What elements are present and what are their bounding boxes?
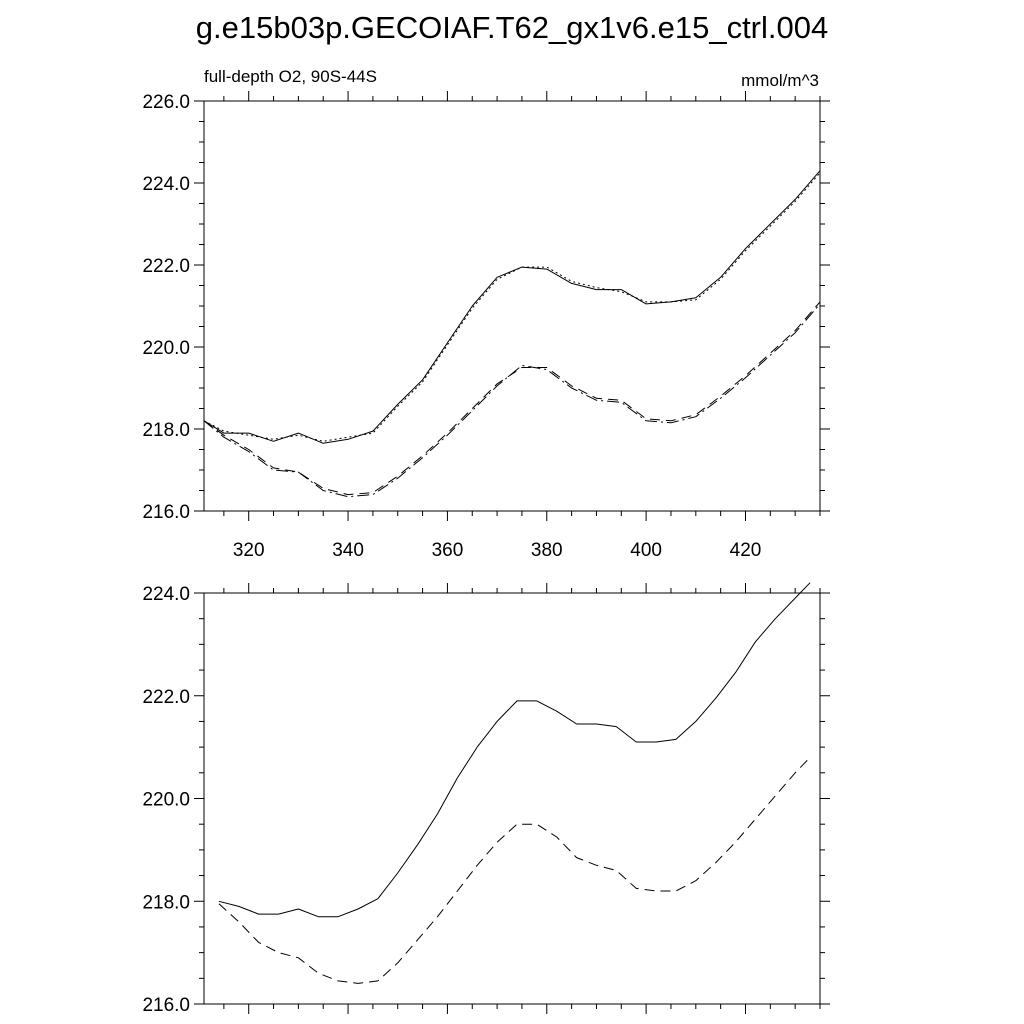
top-panel-y-tick-label: 224.0 [142, 174, 190, 195]
figure-title: g.e15b03p.GECOIAF.T62_gx1v6.e15_ctrl.004 [196, 10, 828, 45]
top-panel-y-tick-label: 220.0 [142, 338, 190, 359]
bottom-panel-y-tick-label: 224.0 [142, 584, 190, 605]
top-panel-frame [203, 100, 821, 512]
bottom-panel-series-dashed-line [218, 757, 811, 984]
top-panel-series-dashed-line [203, 301, 821, 496]
top-panel-x-tick-label: 340 [332, 540, 364, 561]
top-panel-x-tick-label: 360 [432, 540, 464, 561]
top-panel-x-tick-label: 320 [233, 540, 265, 561]
bottom-panel-tick-labels: 216.0 218.0 220.0 222.0 224.0 [142, 584, 190, 1016]
bottom-panel-frame [203, 592, 821, 1005]
top-panel-series-dotted-line [203, 172, 821, 442]
top-panel-tick-labels: 216.0 218.0 220.0 222.0 224.0 226.0 320 340 360 3… [142, 92, 761, 561]
top-panel-y-tick-label: 216.0 [142, 502, 190, 523]
top-panel-x-tick-label: 380 [531, 540, 563, 561]
bottom-panel-series [218, 582, 811, 984]
top-panel-series-solid-line [203, 170, 821, 444]
bottom-panel: 216.0 218.0 220.0 222.0 224.0 [142, 582, 830, 1016]
top-panel-y-tick-label: 226.0 [142, 92, 190, 113]
top-panel-subtitle-left: full-depth O2, 90S-44S [204, 67, 377, 86]
top-panel-ticks [194, 91, 830, 521]
top-panel-y-tick-label: 222.0 [142, 256, 190, 277]
top-panel: full-depth O2, 90S-44S mmol/m^3 216.0 218… [142, 67, 830, 561]
top-panel-units: mmol/m^3 [741, 71, 819, 90]
bottom-panel-series-solid-line [218, 582, 811, 918]
top-panel-x-tick-label: 420 [730, 540, 762, 561]
top-panel-series-dashdot-line [203, 303, 821, 498]
bottom-panel-y-tick-label: 218.0 [142, 892, 190, 913]
bottom-panel-y-tick-label: 222.0 [142, 687, 190, 708]
top-panel-x-tick-label: 400 [630, 540, 662, 561]
bottom-panel-ticks [194, 583, 830, 1014]
top-panel-series [203, 170, 821, 498]
bottom-panel-y-tick-label: 216.0 [142, 995, 190, 1016]
top-panel-y-tick-label: 218.0 [142, 420, 190, 441]
bottom-panel-y-tick-label: 220.0 [142, 790, 190, 811]
